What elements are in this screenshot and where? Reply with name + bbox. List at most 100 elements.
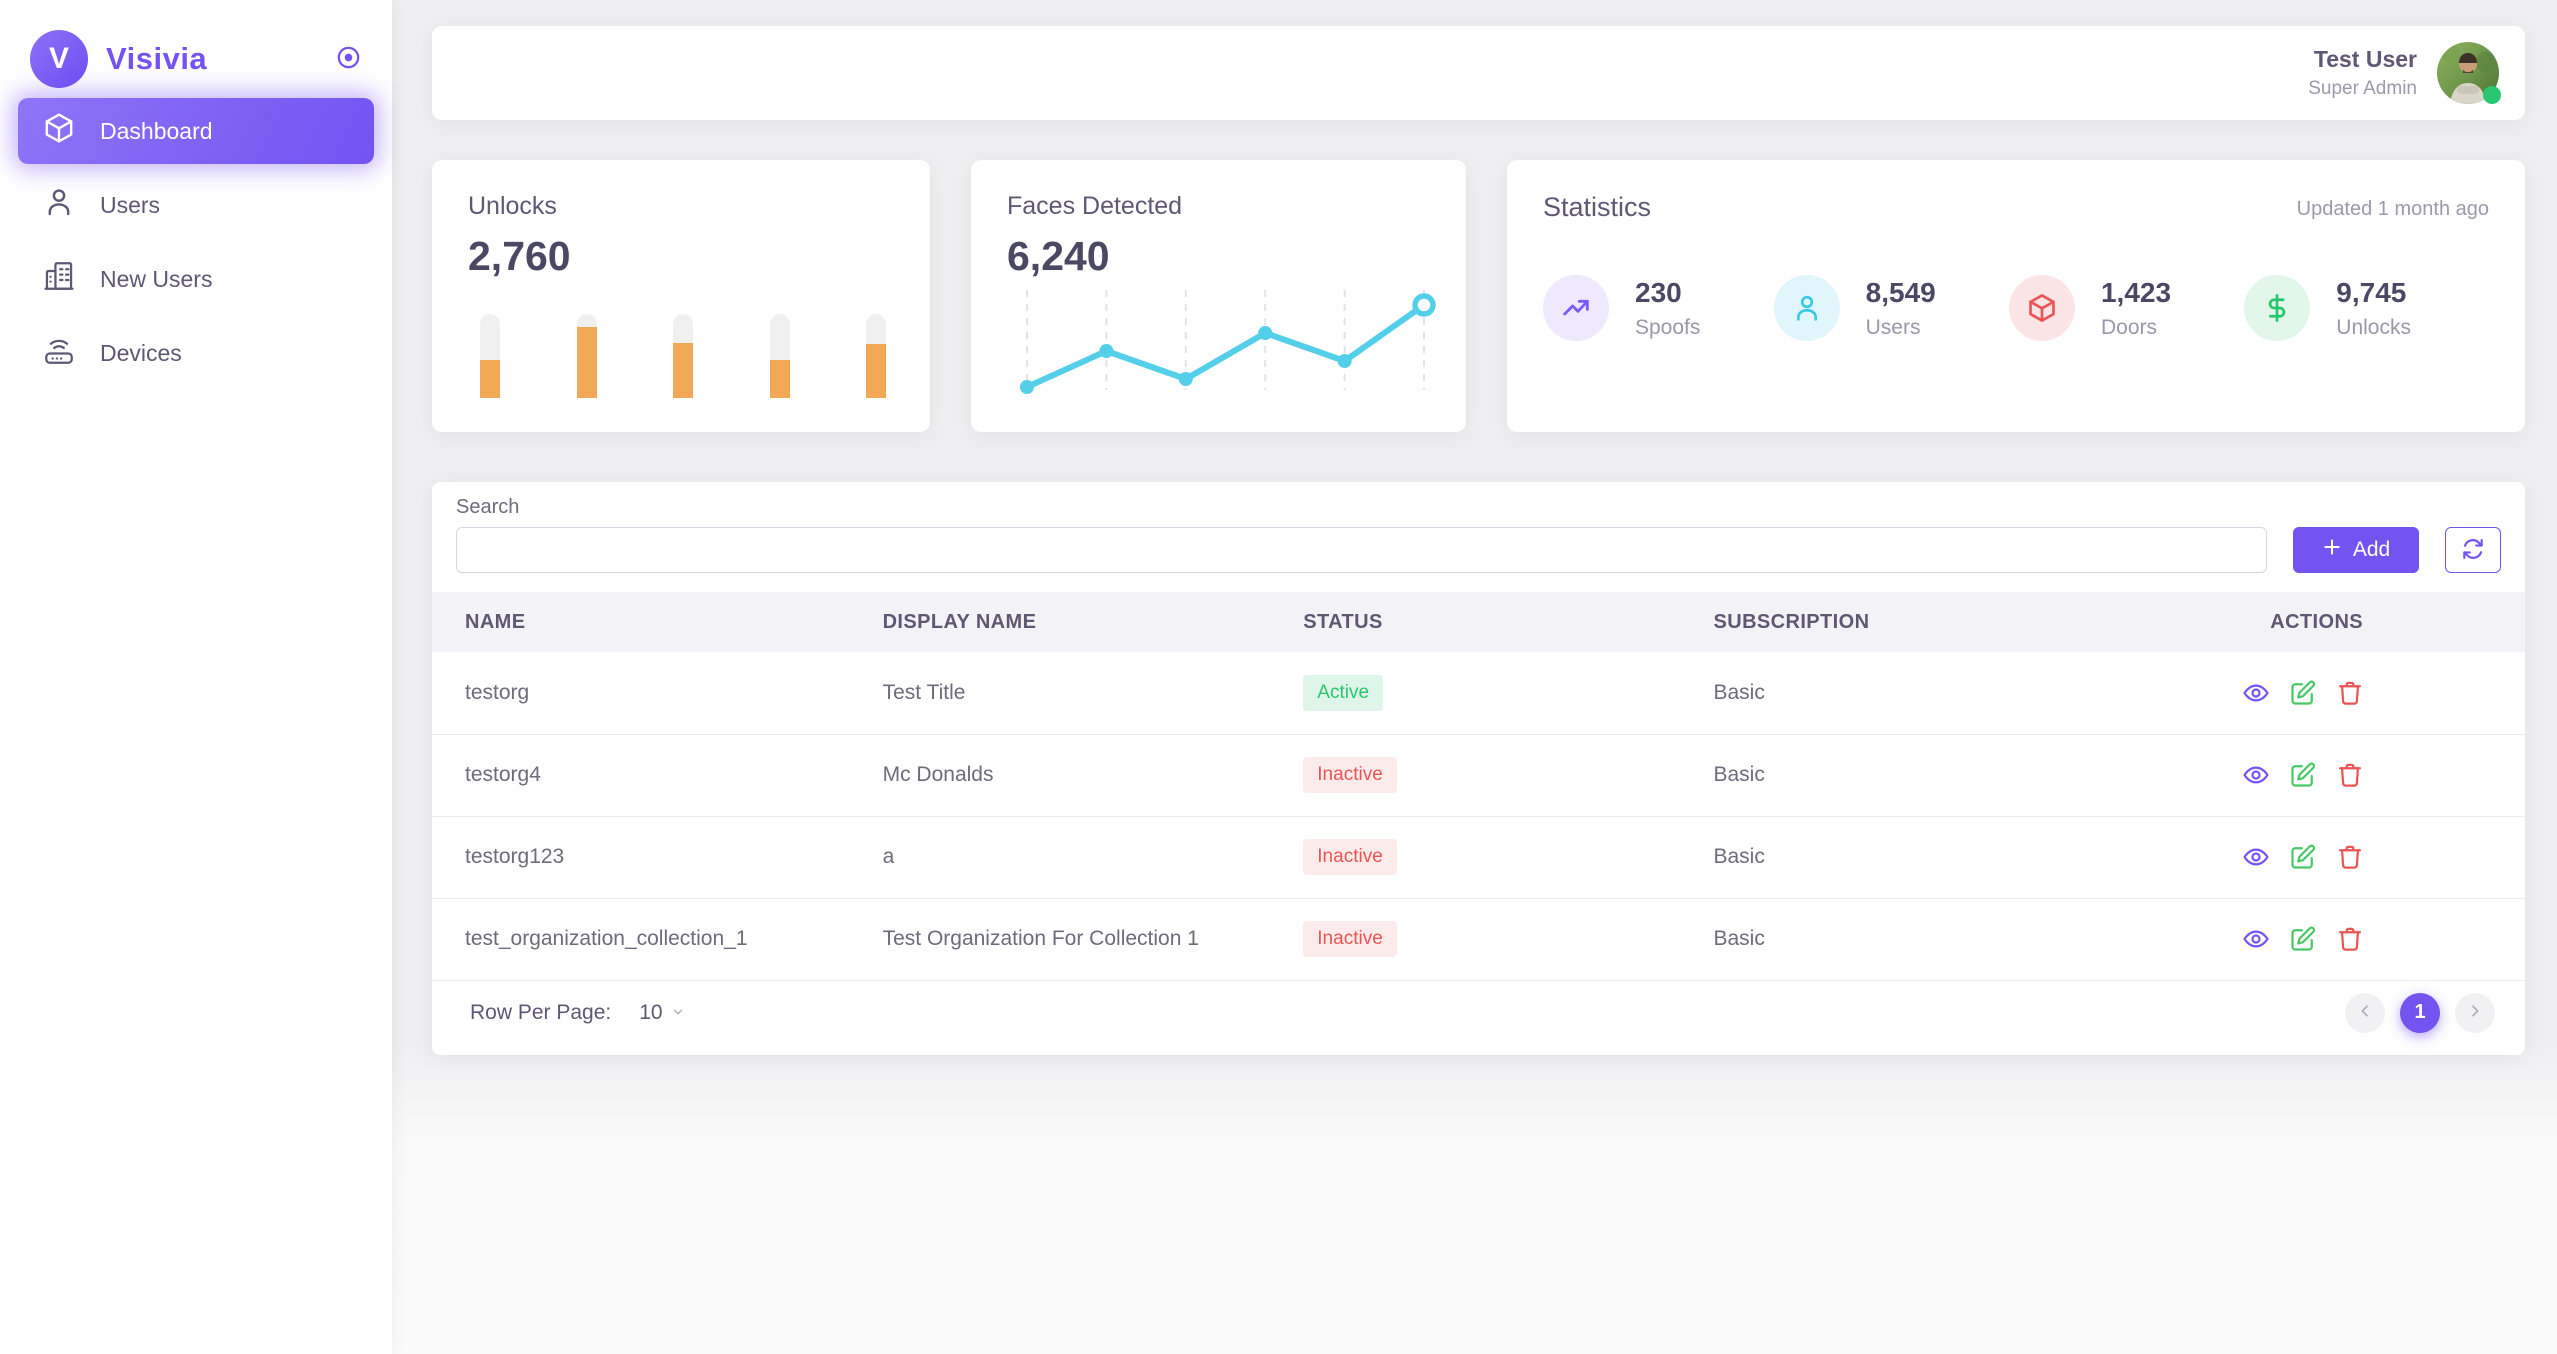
edit-pencil-icon xyxy=(2289,679,2317,707)
user-meta: Test User Super Admin xyxy=(2308,46,2417,100)
chevron-right-icon xyxy=(2467,1003,2483,1022)
table-row: testorg Test Title Active Basic xyxy=(432,652,2525,735)
page-1-button[interactable]: 1 xyxy=(2400,992,2440,1033)
rows-per-page-label: Row Per Page: xyxy=(470,1000,612,1024)
organizations-panel: Search Add xyxy=(432,482,2525,1055)
view-button[interactable] xyxy=(2242,679,2270,707)
logo-initial: V xyxy=(48,42,69,75)
status-badge: Active xyxy=(1303,674,1384,711)
refresh-button[interactable] xyxy=(2445,527,2501,573)
search-label: Search xyxy=(456,496,520,518)
stat-unlocks: 9,745 Unlocks xyxy=(2244,275,2411,341)
trash-icon xyxy=(2336,843,2364,871)
eye-icon xyxy=(2242,843,2270,871)
sidebar-item-dashboard[interactable]: Dashboard xyxy=(18,98,374,164)
delete-button[interactable] xyxy=(2336,679,2364,707)
card-title: Faces Detected xyxy=(1007,192,1183,220)
org-status-cell: Inactive xyxy=(1271,816,1682,899)
sidebar-item-label: Devices xyxy=(100,339,182,366)
org-name-cell: testorg123 xyxy=(432,816,851,899)
sidebar-nav: Dashboard Users New User xyxy=(0,98,392,386)
user-name: Test User xyxy=(2313,46,2417,72)
sidebar-item-label: Dashboard xyxy=(100,117,213,144)
edit-button[interactable] xyxy=(2289,925,2317,953)
trend-up-icon xyxy=(1543,275,1609,341)
org-name-cell: test_organization_collection_1 xyxy=(432,898,851,981)
org-subscription-cell: Basic xyxy=(1681,816,2239,899)
bar-fill xyxy=(480,360,500,398)
current-page-number: 1 xyxy=(2414,1001,2426,1023)
org-display-name-cell: Test Title xyxy=(850,652,1272,735)
org-actions-cell xyxy=(2238,652,2525,735)
summary-cards: Unlocks 2,760 Faces Detected 6,240 Stati… xyxy=(432,160,2525,432)
trash-icon xyxy=(2336,925,2364,953)
sidebar-item-label: New Users xyxy=(100,265,213,292)
org-status-cell: Inactive xyxy=(1271,734,1682,817)
stat-doors: 1,423 Doors xyxy=(2008,275,2172,341)
trash-icon xyxy=(2336,761,2364,789)
org-name-cell: testorg xyxy=(432,652,851,735)
delete-button[interactable] xyxy=(2336,843,2364,871)
organizations-table: NAME DISPLAY NAME STATUS SUBSCRIPTION AC… xyxy=(432,592,2525,981)
status-badge: Inactive xyxy=(1303,839,1397,875)
org-subscription-cell: Basic xyxy=(1681,652,2239,735)
view-button[interactable] xyxy=(2242,761,2270,789)
rows-per-page-select[interactable]: 10 xyxy=(639,1001,684,1025)
org-status-cell: Inactive xyxy=(1271,898,1682,981)
column-header-status: STATUS xyxy=(1271,592,1682,652)
stat-value: 230 xyxy=(1635,276,1682,308)
sidebar-toggle-button[interactable] xyxy=(335,44,362,74)
search-input[interactable] xyxy=(456,527,2267,573)
unlocks-card: Unlocks 2,760 xyxy=(432,160,930,432)
column-header-subscription: SUBSCRIPTION xyxy=(1681,592,2239,652)
bar-track xyxy=(576,314,597,398)
bar-fill xyxy=(866,344,886,398)
table-row: testorg4 Mc Donalds Inactive Basic xyxy=(432,734,2525,817)
next-page-button[interactable] xyxy=(2455,992,2495,1033)
edit-pencil-icon xyxy=(2289,843,2317,871)
edit-button[interactable] xyxy=(2289,679,2317,707)
rows-per-page-value: 10 xyxy=(639,1000,663,1024)
statistics-row: 230 Spoofs 8,549 Users xyxy=(1543,275,2489,341)
view-button[interactable] xyxy=(2242,925,2270,953)
view-button[interactable] xyxy=(2242,843,2270,871)
table-header-row: NAME DISPLAY NAME STATUS SUBSCRIPTION AC… xyxy=(432,592,2525,652)
edit-pencil-icon xyxy=(2289,761,2317,789)
stat-value: 1,423 xyxy=(2100,276,2172,308)
avatar[interactable] xyxy=(2437,42,2501,104)
topbar: Test User Super Admin xyxy=(432,26,2525,120)
column-header-display-name: DISPLAY NAME xyxy=(850,592,1272,652)
bar-track xyxy=(769,314,790,398)
chevron-left-icon xyxy=(2357,1003,2373,1022)
user-role: Super Admin xyxy=(2308,78,2417,99)
add-button[interactable]: Add xyxy=(2293,527,2419,573)
edit-button[interactable] xyxy=(2289,761,2317,789)
edit-button[interactable] xyxy=(2289,843,2317,871)
plus-icon xyxy=(2322,537,2342,563)
faces-line-chart xyxy=(1020,290,1436,394)
updated-timestamp: Updated 1 month ago xyxy=(2296,198,2489,220)
delete-button[interactable] xyxy=(2336,925,2364,953)
faces-detected-card: Faces Detected 6,240 xyxy=(971,160,1466,432)
column-header-name: NAME xyxy=(432,592,851,652)
user-icon xyxy=(1773,275,1840,341)
eye-icon xyxy=(2242,679,2270,707)
bar-track xyxy=(866,314,886,398)
sidebar-item-devices[interactable]: Devices xyxy=(18,320,374,386)
chevron-down-icon xyxy=(671,1001,685,1025)
stat-label: Unlocks xyxy=(2336,315,2411,339)
stat-label: Doors xyxy=(2100,315,2157,339)
stat-spoofs: 230 Spoofs xyxy=(1543,275,1700,341)
card-value: 6,240 xyxy=(1007,233,1110,279)
org-actions-cell xyxy=(2238,734,2525,817)
delete-button[interactable] xyxy=(2336,761,2364,789)
add-button-label: Add xyxy=(2352,538,2391,561)
previous-page-button[interactable] xyxy=(2345,992,2385,1033)
sidebar-item-users[interactable]: Users xyxy=(18,172,374,238)
org-status-cell: Active xyxy=(1271,652,1682,735)
router-icon xyxy=(42,333,76,373)
building-icon xyxy=(42,259,76,299)
stat-users: 8,549 Users xyxy=(1773,275,1936,341)
sidebar-item-new-users[interactable]: New Users xyxy=(18,246,374,312)
brand-name: Visivia xyxy=(106,41,208,76)
